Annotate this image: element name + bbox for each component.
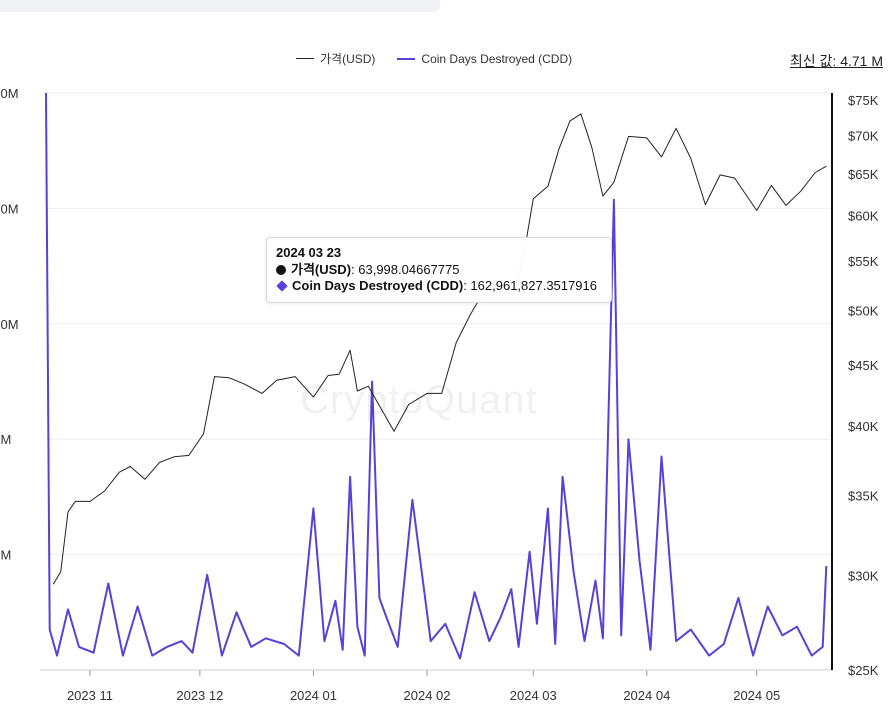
right-tick-label: $65K	[848, 167, 879, 182]
price-series-line	[52, 113, 827, 585]
latest-value[interactable]: 최신 값: 4.71 M	[789, 53, 883, 69]
x-tick-label: 2024 03	[510, 688, 557, 703]
hover-tooltip: 2024 03 23 가격(USD) : 63,998.04667775 Coi…	[266, 237, 612, 303]
legend-item-cdd[interactable]: Coin Days Destroyed (CDD)	[397, 52, 572, 66]
tooltip-price-value: : 63,998.04667775	[351, 261, 460, 277]
right-tick-label: $45K	[848, 358, 879, 373]
tooltip-price-name: 가격(USD)	[291, 261, 352, 277]
tooltip-cdd-name: Coin Days Destroyed (CDD)	[292, 278, 464, 293]
tooltip-cdd-value: : 162,961,827.3517916	[463, 278, 597, 293]
right-tick-label: $50K	[848, 303, 879, 318]
right-tick-label: $40K	[848, 419, 879, 434]
x-tick-label: 2024 05	[733, 688, 780, 703]
x-tick-label: 2024 04	[623, 688, 670, 703]
x-tick-label: 2024 01	[290, 688, 337, 703]
legend-item-price[interactable]: 가격(USD)	[296, 50, 375, 67]
legend-label-price: 가격(USD)	[320, 52, 376, 66]
right-tick-label: $75K	[848, 93, 879, 108]
cdd-series-line	[45, 92, 828, 660]
x-tick-label: 2023 11	[67, 688, 113, 703]
cryptoquant-watermark: CryptoQuant	[300, 378, 538, 422]
right-tick-label: $25K	[848, 663, 879, 678]
right-tick-label: $70K	[848, 129, 879, 144]
left-axis-ticks: 040M80M120M160M200M	[0, 86, 19, 563]
left-tick-label: 200M	[0, 86, 19, 101]
right-axis-ticks: $25K $30K $35K $40K $45K $50K $55K $60K $65K $70K…	[848, 93, 879, 678]
tooltip-row-cdd: Coin Days Destroyed (CDD) : 162,961,827.…	[276, 278, 602, 295]
legend-line-cdd-icon	[397, 57, 416, 60]
left-tick-label: 120M	[0, 317, 19, 332]
left-tick-label: 80M	[0, 432, 11, 447]
price-dot-icon	[276, 264, 286, 275]
right-tick-label: $30K	[848, 568, 879, 583]
left-tick-label: 40M	[0, 548, 11, 563]
x-axis-ticks: 2023 11 2023 12 2024 01 2024 02 2024 03 2024 …	[67, 670, 780, 703]
tooltip-row-price: 가격(USD) : 63,998.04667775	[276, 262, 602, 279]
top-toolbar-strip	[0, 0, 440, 12]
right-tick-label: $60K	[848, 209, 879, 224]
tooltip-date: 2024 03 23	[276, 245, 342, 260]
x-tick-label: 2024 02	[404, 688, 451, 703]
cdd-diamond-icon	[276, 280, 288, 292]
grid-lines	[46, 92, 832, 671]
chart-legend: 가격(USD) Coin Days Destroyed (CDD)	[296, 50, 572, 67]
legend-label-cdd: Coin Days Destroyed (CDD)	[421, 51, 573, 66]
legend-line-price-icon	[296, 58, 314, 59]
x-tick-label: 2023 12	[176, 688, 223, 703]
left-tick-label: 160M	[0, 201, 19, 216]
right-tick-label: $35K	[848, 488, 879, 503]
right-tick-label: $55K	[848, 254, 879, 269]
